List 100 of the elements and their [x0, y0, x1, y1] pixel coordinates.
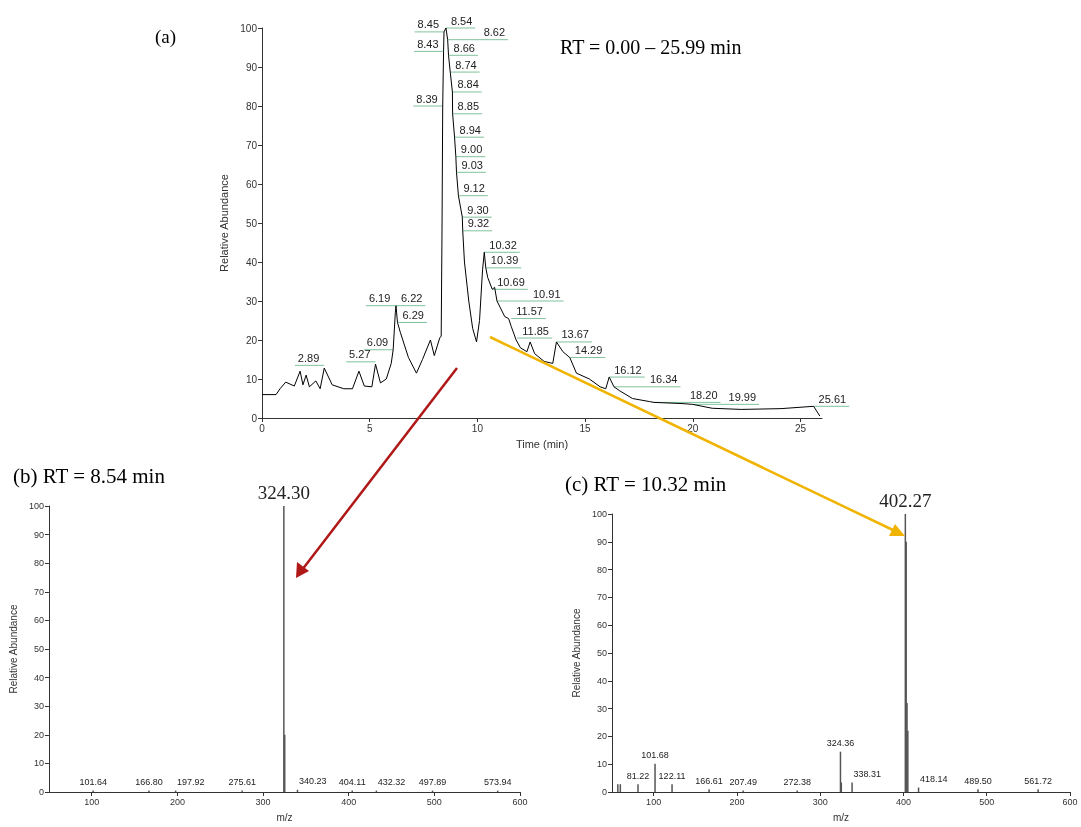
y-tick-label: 60	[596, 620, 607, 631]
annotation: 8.62	[483, 26, 506, 39]
y-tick-label: 100	[591, 509, 607, 519]
annotation: 8.43	[417, 37, 439, 50]
annotation: 8.94	[459, 123, 481, 136]
annotation: 324.36	[826, 738, 855, 749]
annotation: 16.34	[649, 373, 678, 386]
x-tick-label: 200	[729, 796, 745, 807]
x-tick-label: 500	[426, 796, 442, 807]
annotation: 6.19	[368, 292, 391, 305]
x-tick-label: 10	[471, 422, 484, 434]
x-tick-label: 5	[366, 422, 373, 434]
x-tick-label: 400	[341, 796, 357, 807]
x-axis-title: Time (min)	[515, 437, 569, 450]
y-tick-label: 40	[596, 675, 607, 686]
annotation: 402.27	[879, 490, 932, 511]
y-axis-title: Relative Abundance	[570, 608, 582, 698]
annotation: 166.61	[695, 775, 723, 786]
annotation: 9.12	[463, 182, 485, 195]
y-tick-label: 60	[245, 178, 258, 190]
annotation: 13.67	[561, 328, 589, 341]
y-tick-label: 40	[33, 672, 44, 683]
annotation: 573.94	[483, 777, 512, 788]
annotation: 166.80	[135, 777, 163, 788]
y-tick-label: 50	[33, 644, 44, 654]
y-tick-label: 60	[33, 615, 44, 626]
x-tick-label: 300	[255, 796, 271, 807]
y-tick-label: 50	[596, 648, 607, 658]
y-tick-label: 30	[245, 295, 258, 307]
y-tick-label: 40	[245, 256, 258, 268]
x-tick-label: 15	[579, 422, 592, 434]
y-tick-label: 10	[596, 759, 607, 770]
y-tick-label: 70	[245, 139, 258, 151]
y-tick-label: 10	[245, 373, 258, 385]
y-axis-title: Relative Abundance	[7, 604, 19, 694]
chart-title: (c) RT = 10.32 min	[565, 471, 727, 496]
annotation: 489.50	[964, 775, 992, 786]
annotation: 418.14	[919, 774, 948, 785]
annotation: 9.00	[460, 143, 483, 156]
annotation: 10.32	[489, 238, 517, 251]
annotation: 8.74	[455, 58, 477, 71]
annotation: 10.91	[532, 287, 561, 300]
annotation: 561.72	[1024, 775, 1052, 786]
annotation: 81.22	[626, 770, 650, 781]
annotation: 19.99	[728, 390, 757, 403]
y-tick-label: 80	[33, 558, 44, 569]
y-tick-label: 100	[28, 501, 44, 511]
annotation: 6.29	[402, 308, 424, 321]
x-axis-title: m/z	[276, 811, 293, 823]
annotation: 16.12	[614, 363, 642, 376]
y-tick-label: 30	[596, 703, 607, 714]
y-tick-label: 90	[245, 61, 258, 73]
annotation: 25.61	[818, 392, 847, 405]
annotation: 207.49	[729, 777, 757, 788]
annotation: 275.61	[228, 777, 256, 788]
annotation: 18.20	[690, 388, 718, 401]
y-tick-label: 0	[38, 787, 44, 797]
chart-subtitle: RT = 0.00 – 25.99 min	[560, 36, 742, 58]
annotation: 6.22	[400, 292, 423, 305]
y-tick-label: 90	[33, 529, 44, 540]
x-tick-label: 600	[512, 796, 528, 807]
y-tick-label: 80	[596, 564, 607, 575]
x-tick-label: 100	[84, 796, 100, 807]
annotation: 9.30	[467, 203, 489, 216]
x-tick-label: 400	[895, 796, 911, 807]
annotation: 432.32	[377, 777, 406, 788]
y-tick-label: 0	[601, 787, 607, 797]
annotation: 10.39	[490, 254, 519, 267]
y-tick-label: 70	[33, 586, 44, 597]
x-tick-label: 500	[979, 796, 995, 807]
y-tick-label: 10	[33, 758, 44, 769]
annotation: 9.03	[461, 158, 483, 171]
annotation: 340.23	[298, 776, 327, 787]
annotation: 272.38	[783, 777, 811, 788]
annotation: 324.30	[257, 482, 310, 503]
x-tick-label: 25	[794, 422, 807, 434]
y-tick-label: 70	[596, 592, 607, 603]
annotation: 11.85	[522, 324, 549, 337]
annotation: 10.69	[497, 275, 525, 288]
annotation: 8.84	[457, 78, 479, 91]
annotation: 404.11	[338, 777, 366, 788]
chart-title: (b) RT = 8.54 min	[13, 463, 166, 488]
y-tick-label: 80	[245, 100, 258, 112]
x-axis-title: m/z	[832, 811, 850, 823]
annotation: 497.89	[418, 777, 447, 788]
chart-title: (a)	[155, 26, 177, 48]
annotation: 8.39	[416, 92, 438, 105]
x-tick-label: 20	[687, 422, 699, 434]
annotation: 6.09	[366, 336, 389, 349]
annotation: 8.54	[450, 14, 473, 27]
annotation: 338.31	[853, 769, 881, 780]
y-tick-label: 30	[33, 701, 44, 712]
y-tick-label: 100	[240, 22, 258, 34]
annotation: 2.89	[297, 351, 320, 364]
x-tick-label: 600	[1062, 796, 1078, 807]
x-tick-label: 200	[169, 796, 185, 807]
y-tick-label: 50	[245, 217, 258, 229]
annotation: 5.27	[349, 348, 371, 361]
annotation: 101.68	[641, 750, 669, 761]
y-tick-label: 20	[596, 731, 607, 742]
